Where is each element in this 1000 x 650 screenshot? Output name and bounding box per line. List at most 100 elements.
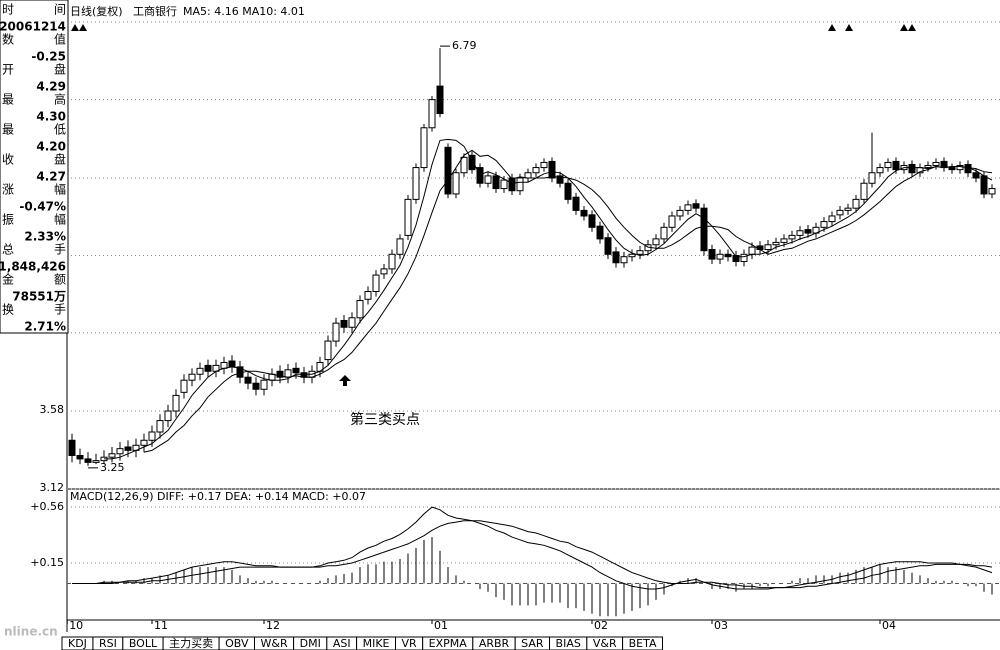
candle-body	[724, 253, 732, 258]
candle-body	[444, 146, 452, 195]
candle-body	[260, 379, 268, 390]
candle-body	[764, 244, 772, 251]
candle-body	[172, 394, 180, 412]
candle-body	[340, 319, 348, 328]
candle-body	[884, 161, 892, 169]
candle-body	[828, 215, 836, 223]
candle-body	[516, 177, 524, 192]
candle-body	[580, 209, 588, 217]
tab-label[interactable]: KDJ	[68, 637, 87, 650]
tab-label[interactable]: BOLL	[129, 637, 158, 650]
candle-body	[324, 340, 332, 361]
tab-label[interactable]: RSI	[99, 637, 117, 650]
tab[interactable]: ARBR	[472, 636, 516, 650]
candle-body	[940, 160, 948, 169]
tab-label[interactable]: MIKE	[363, 637, 390, 650]
tab[interactable]: OBV	[218, 636, 255, 650]
candle-body	[476, 167, 484, 184]
candle-body	[588, 214, 596, 228]
candle-body	[676, 209, 684, 217]
tab-label[interactable]: V&R	[593, 637, 617, 650]
candle-body	[508, 177, 516, 192]
signal	[845, 24, 853, 31]
candle-body	[836, 209, 844, 216]
stock-name: 工商银行	[133, 4, 177, 18]
candle-body	[244, 376, 252, 384]
candle-body	[532, 167, 540, 174]
candle-body	[188, 373, 196, 381]
candle-body	[148, 431, 156, 441]
tab-label[interactable]: ARBR	[479, 637, 510, 650]
annotation: 第三类买点	[350, 411, 420, 428]
tab[interactable]: W&R	[254, 636, 295, 650]
tab[interactable]: VR	[395, 636, 424, 650]
tab[interactable]: V&R	[586, 636, 624, 650]
candle-body	[948, 167, 956, 171]
tab[interactable]: BETA	[622, 636, 663, 650]
candle-body	[716, 253, 724, 260]
candle-body	[820, 221, 828, 228]
candle-body	[380, 268, 388, 275]
candle-body	[124, 446, 132, 451]
tab-label[interactable]: W&R	[261, 637, 288, 650]
candle-body	[420, 127, 428, 169]
tab[interactable]: RSI	[92, 636, 124, 650]
candle-body	[108, 453, 116, 458]
candle-body	[156, 420, 164, 433]
candle-body	[372, 274, 380, 293]
extreme-label: 3.25	[100, 461, 125, 474]
tab-label[interactable]: BIAS	[556, 637, 581, 650]
tab[interactable]: BOLL	[122, 636, 164, 650]
macd-line	[72, 520, 993, 589]
ma-line	[143, 149, 993, 453]
candle-body	[604, 237, 612, 255]
tab[interactable]: MIKE	[356, 636, 396, 650]
candle-body	[740, 253, 748, 263]
tab[interactable]: EXPMA	[422, 636, 474, 650]
tab[interactable]: DMI	[293, 636, 328, 650]
candle-body	[68, 439, 76, 456]
candle-body	[868, 172, 876, 184]
info-value: 4.20	[36, 140, 66, 154]
candle-body	[596, 225, 604, 240]
candle-body	[572, 196, 580, 211]
candle-body	[276, 370, 284, 378]
tab[interactable]: SAR	[514, 636, 551, 650]
tab-label[interactable]: BETA	[629, 637, 657, 650]
tab-label[interactable]: OBV	[225, 637, 249, 650]
y-tick-label: 3.12	[40, 481, 65, 494]
tab-box[interactable]	[622, 636, 663, 650]
candle-body	[500, 179, 508, 190]
tab-label[interactable]: ASI	[333, 637, 351, 650]
tab-label[interactable]: EXPMA	[429, 637, 468, 650]
signal-triangles	[71, 24, 916, 31]
macd-title: MACD(12,26,9) DIFF: +0.17 DEA: +0.14 MAC…	[70, 490, 366, 503]
tab-label[interactable]: DMI	[300, 637, 321, 650]
candle-body	[844, 207, 852, 211]
tab-label[interactable]: SAR	[521, 637, 544, 650]
candle-body	[556, 175, 564, 184]
candle-body	[972, 172, 980, 179]
tab[interactable]: BIAS	[549, 636, 588, 650]
candle-body	[684, 204, 692, 211]
plot-area: 10 11 12 01 02 03 04 3.12 3.58 6.79 3.25 +0.56 +0.15	[30, 21, 1000, 632]
info-value: 4.29	[36, 80, 66, 94]
candle-body	[452, 172, 460, 195]
candle-body	[788, 234, 796, 240]
candle-body	[332, 322, 340, 342]
candle-body	[76, 454, 84, 460]
candle-body	[700, 207, 708, 252]
info-value: 78551万	[12, 290, 66, 304]
candle-body	[732, 254, 740, 263]
tab-label[interactable]: VR	[402, 637, 418, 650]
tab[interactable]: ASI	[326, 636, 358, 650]
tab[interactable]: KDJ	[61, 636, 94, 650]
signal	[828, 24, 836, 31]
tab-label[interactable]: 主力买卖	[169, 637, 213, 650]
candle-body	[252, 382, 260, 390]
candle-body	[284, 369, 292, 378]
candle-body	[708, 249, 716, 260]
candle-body	[548, 160, 556, 179]
tab[interactable]: 主力买卖	[162, 636, 220, 650]
